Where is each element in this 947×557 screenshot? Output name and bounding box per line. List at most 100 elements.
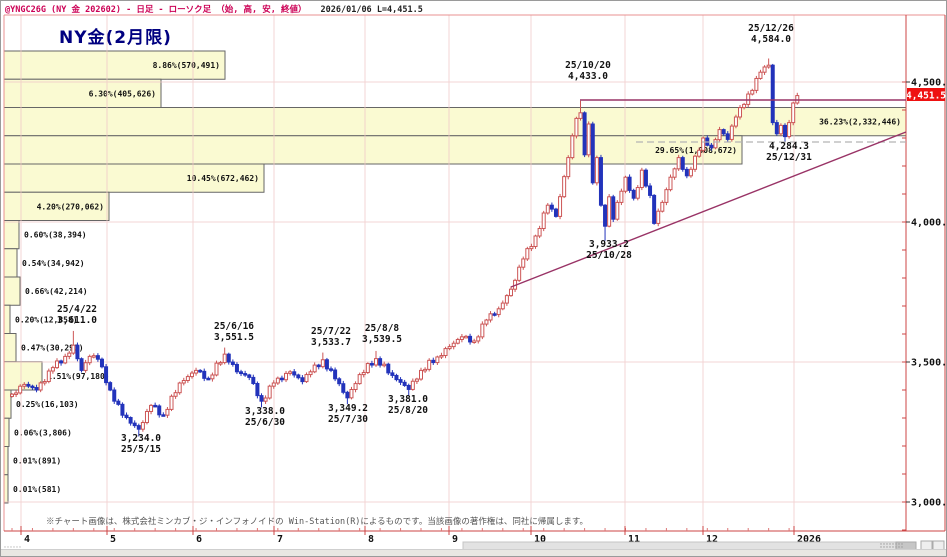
resize-grip-dots [901, 546, 903, 548]
resize-grip-dots [889, 546, 891, 548]
grip-dots-left [16, 546, 18, 548]
svg-text:3,933.2: 3,933.2 [589, 239, 629, 250]
resize-grip-dots [898, 543, 900, 545]
volume-profile-bar [3, 474, 9, 504]
resize-grip-dots [892, 543, 894, 545]
axes-frame [3, 14, 946, 535]
grip-dots-left [13, 546, 15, 548]
svg-text:0.54%(34,942): 0.54%(34,942) [22, 259, 85, 268]
svg-text:25/6/30: 25/6/30 [245, 417, 285, 428]
volume-profile-bar [3, 107, 907, 137]
svg-text:5: 5 [110, 534, 116, 545]
svg-text:1.51%(97,180): 1.51%(97,180) [47, 372, 110, 381]
candles-layer [10, 58, 800, 437]
svg-text:8: 8 [368, 534, 374, 545]
svg-text:10: 10 [534, 534, 546, 545]
grip-dots-left [19, 546, 21, 548]
page-title: NY金(2月限) [59, 28, 172, 48]
current-price-badge [907, 88, 945, 101]
resize-grip-dots [880, 546, 882, 548]
svg-text:6: 6 [196, 534, 202, 545]
svg-text:3,234.0: 3,234.0 [121, 433, 161, 444]
svg-text:3,611.0: 3,611.0 [57, 315, 97, 326]
svg-text:36.23%(2,332,446): 36.23%(2,332,446) [819, 118, 901, 127]
svg-text:0.01%(581): 0.01%(581) [13, 485, 61, 494]
svg-text:0.06%(3,806): 0.06%(3,806) [14, 428, 72, 437]
volume-profile-bar [3, 220, 20, 250]
resize-grip-dots [895, 546, 897, 548]
volume-profile-bar [3, 389, 12, 419]
svg-text:2026: 2026 [797, 534, 821, 545]
window-bottom-bar [1, 549, 946, 556]
svg-text:4,500.0: 4,500.0 [911, 78, 947, 89]
svg-text:9: 9 [452, 534, 458, 545]
svg-text:6.30%(405,626): 6.30%(405,626) [89, 89, 156, 98]
svg-text:25/8/20: 25/8/20 [388, 405, 428, 416]
resize-grip-dots [901, 543, 903, 545]
month-axis-labels: 4 5 6 7 8 9 10 11 12 2026 [24, 534, 821, 545]
svg-text:4,284.3: 4,284.3 [769, 141, 809, 152]
svg-text:0.25%(16,103): 0.25%(16,103) [16, 400, 79, 409]
svg-text:25/7/30: 25/7/30 [328, 414, 368, 425]
gridlines [4, 15, 906, 531]
resize-grip-dots [889, 543, 891, 545]
volume-profile-bar [3, 276, 21, 306]
svg-text:25/7/22: 25/7/22 [311, 326, 351, 337]
svg-text:0.20%(12,858): 0.20%(12,858) [15, 315, 78, 324]
svg-text:4,451.5: 4,451.5 [906, 91, 946, 102]
volume-profile-bar [3, 417, 10, 447]
header-datetime: 2026/01/06 L=4,451.5 [320, 5, 423, 15]
svg-text:4,584.0: 4,584.0 [751, 34, 791, 45]
svg-text:4: 4 [24, 534, 30, 545]
price-annotations: 25/4/223,611.0 25/6/163,551.5 25/7/223,533… [57, 23, 812, 455]
volume-profile-bar [3, 446, 9, 476]
resize-grip-dots [880, 543, 882, 545]
svg-text:0.01%(891): 0.01%(891) [13, 457, 61, 466]
chart-header: @YNGC26G (NY 金 202602) - 日足 - ローソク足 （始, … [5, 3, 423, 15]
svg-text:25/4/22: 25/4/22 [57, 304, 97, 315]
copyright-note: ※チャート画像は、株式会社ミンカブ・ジ・インフォノイドの Win-Station… [46, 517, 588, 527]
svg-text:3,533.7: 3,533.7 [311, 337, 351, 348]
svg-text:3,539.5: 3,539.5 [362, 334, 402, 345]
volume-profile-bar [3, 135, 743, 165]
svg-text:3,338.0: 3,338.0 [245, 406, 285, 417]
volume-profile-bar [3, 50, 226, 80]
svg-text:4,433.0: 4,433.0 [568, 71, 608, 82]
trendline [510, 131, 907, 288]
svg-text:10.45%(672,462): 10.45%(672,462) [187, 174, 259, 183]
resize-grip-dots [895, 543, 897, 545]
resize-grip-dots [898, 546, 900, 548]
svg-text:25/6/16: 25/6/16 [214, 321, 254, 332]
volume-profile-bar [3, 78, 162, 108]
svg-text:3,500.0: 3,500.0 [911, 358, 947, 369]
resize-grip-dots [883, 543, 885, 545]
grip-dots-left [7, 546, 9, 548]
svg-text:3,381.0: 3,381.0 [388, 394, 428, 405]
resize-grip-dots [886, 546, 888, 548]
svg-text:3,349.2: 3,349.2 [328, 403, 368, 414]
volume-profile-bar [3, 304, 11, 334]
svg-text:25/8/8: 25/8/8 [365, 323, 400, 334]
resize-grip-dots [883, 546, 885, 548]
svg-text:25/10/28: 25/10/28 [586, 250, 632, 261]
svg-text:25/5/15: 25/5/15 [121, 444, 161, 455]
svg-text:3,000.0: 3,000.0 [911, 498, 947, 509]
resize-grip-dots [892, 546, 894, 548]
svg-text:4.20%(270,062): 4.20%(270,062) [37, 202, 104, 211]
grip-dots-left [10, 546, 12, 548]
price-axis: 4,500.0 4,000.0 3,500.0 3,000.0 4,451.5 [906, 78, 947, 509]
volume-profile-bar [3, 248, 18, 278]
svg-text:3,551.5: 3,551.5 [214, 332, 254, 343]
svg-text:8.86%(570,491): 8.86%(570,491) [153, 61, 220, 70]
instrument-label: @YNGC26G (NY 金 202602) - 日足 - ローソク足 （始, … [5, 5, 307, 15]
svg-text:7: 7 [277, 534, 283, 545]
svg-text:4,000.0: 4,000.0 [911, 218, 947, 229]
svg-text:25/10/20: 25/10/20 [565, 60, 611, 71]
svg-text:25/12/31: 25/12/31 [766, 152, 812, 163]
volume-profile-bar [3, 333, 17, 363]
svg-text:11: 11 [628, 534, 640, 545]
horizontal-scrollbar[interactable] [4, 540, 945, 552]
svg-text:0.47%(30,291): 0.47%(30,291) [21, 344, 84, 353]
